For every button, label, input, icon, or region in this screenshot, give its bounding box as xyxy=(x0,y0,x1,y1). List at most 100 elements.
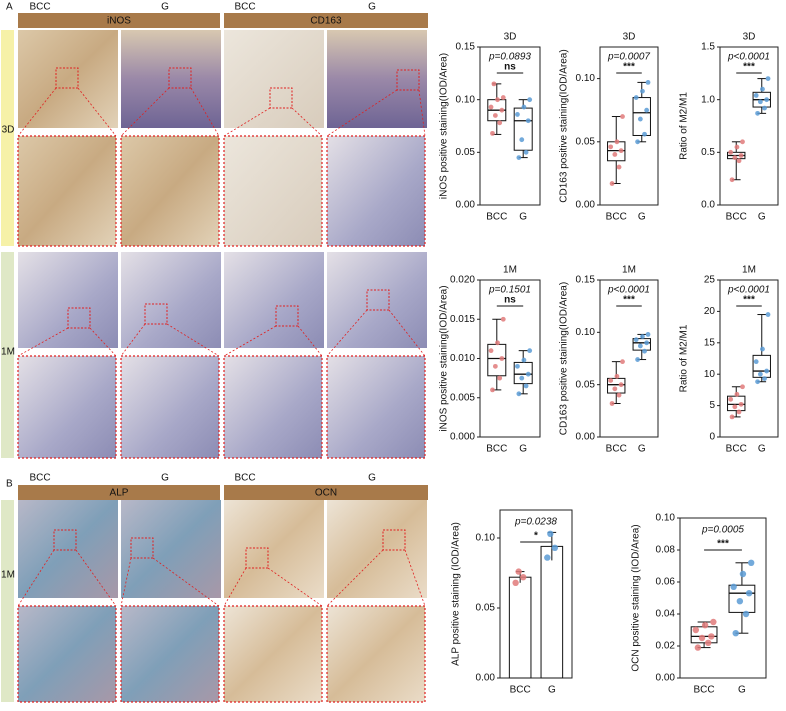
data-point xyxy=(745,590,753,597)
data-point xyxy=(620,359,625,365)
x-tick-label: G xyxy=(738,685,746,696)
data-point xyxy=(527,97,533,103)
zoom-region xyxy=(245,547,269,569)
data-point xyxy=(692,626,700,634)
data-point xyxy=(544,554,551,561)
data-point xyxy=(497,375,503,381)
data-point xyxy=(521,104,527,110)
data-point xyxy=(497,120,503,126)
y-tick-label: 0.05 xyxy=(576,379,596,390)
x-tick-label: G xyxy=(758,444,766,455)
data-point xyxy=(739,570,747,578)
y-tick-label: 1.0 xyxy=(701,94,715,105)
data-point xyxy=(732,404,738,410)
stain-label: OCN xyxy=(315,488,337,499)
data-point xyxy=(525,118,531,124)
data-point xyxy=(523,149,529,155)
zoom-region xyxy=(67,307,91,329)
histology-overview xyxy=(224,30,324,128)
y-tick-label: 0.05 xyxy=(576,136,596,147)
y-tick-label: 0.10 xyxy=(656,513,676,524)
y-axis-label: OCN positive staining (IOD/Area) xyxy=(631,524,642,671)
data-point xyxy=(637,343,643,349)
y-tick-label: 0.15 xyxy=(576,275,596,286)
zoom-connector xyxy=(152,557,220,607)
data-point xyxy=(515,112,520,117)
data-point xyxy=(740,139,745,145)
data-point xyxy=(495,340,500,346)
data-point xyxy=(757,99,763,105)
data-point xyxy=(500,316,506,322)
p-value: p=0.0005 xyxy=(701,525,744,536)
data-point xyxy=(523,383,529,389)
data-point xyxy=(521,357,527,363)
data-point xyxy=(551,544,559,551)
x-tick-label: G xyxy=(758,212,766,223)
p-value: p=0.0007 xyxy=(607,52,650,63)
y-tick-label: 0.00 xyxy=(656,673,676,684)
data-point xyxy=(736,598,744,605)
y-tick-label: 0.05 xyxy=(476,603,496,614)
y-tick-label: 0.005 xyxy=(450,392,475,403)
data-point xyxy=(764,97,770,103)
bar xyxy=(508,576,532,679)
zoom-region xyxy=(275,305,299,327)
data-point xyxy=(516,391,522,397)
data-point xyxy=(637,116,643,122)
y-axis-label: iNOS positive staining(IOD/Area) xyxy=(439,285,450,431)
y-tick-label: 0.15 xyxy=(456,42,476,53)
zoom-connector xyxy=(223,107,271,137)
column-header: G xyxy=(368,2,376,13)
y-axis-label: Ratio of M2/M1 xyxy=(679,92,690,160)
data-point xyxy=(701,622,709,629)
plot-frame xyxy=(719,46,779,206)
histology-zoom xyxy=(17,605,117,703)
y-tick-label: 5 xyxy=(709,400,715,411)
data-point xyxy=(742,610,750,618)
data-point xyxy=(645,79,651,85)
plot-frame xyxy=(679,517,767,679)
significance: *** xyxy=(717,539,729,550)
plot-frame xyxy=(479,46,541,206)
significance: *** xyxy=(743,62,755,73)
column-header: BCC xyxy=(234,473,255,484)
y-tick-label: 0.000 xyxy=(450,432,475,443)
y-axis-label: iNOS positive staining(IOD/Area) xyxy=(439,53,450,199)
data-point xyxy=(644,340,650,346)
y-tick-label: 0.00 xyxy=(576,200,596,211)
chart-title: 3D xyxy=(743,32,756,43)
data-point xyxy=(710,618,717,626)
data-point xyxy=(765,312,771,317)
zoom-connector xyxy=(404,549,426,607)
p-value: p<0.0001 xyxy=(607,285,650,296)
p-value: p=0.0893 xyxy=(488,52,531,63)
data-point xyxy=(762,105,767,111)
data-point xyxy=(608,144,614,150)
histology-zoom xyxy=(223,135,323,247)
zoom-connector xyxy=(190,87,220,137)
panel-label: B xyxy=(6,479,13,490)
histology-zoom xyxy=(326,605,426,703)
data-point xyxy=(635,357,640,362)
data-point xyxy=(765,76,771,81)
histology-overview xyxy=(224,500,324,598)
y-tick-label: 0.02 xyxy=(656,641,676,652)
data-point xyxy=(519,137,525,143)
data-point xyxy=(748,559,755,566)
data-point xyxy=(488,348,494,354)
significance: *** xyxy=(623,295,635,306)
x-tick-label: BCC xyxy=(510,685,531,696)
bar xyxy=(540,545,564,679)
data-point xyxy=(640,334,645,339)
x-tick-label: BCC xyxy=(726,444,747,455)
data-point xyxy=(764,368,770,374)
data-point xyxy=(499,107,505,113)
zoom-connector xyxy=(17,327,69,357)
data-point xyxy=(755,379,760,385)
x-tick-label: BCC xyxy=(486,212,507,223)
zoom-region xyxy=(55,67,79,89)
chart-title: 1M xyxy=(742,265,756,276)
x-tick-label: G xyxy=(519,444,527,455)
data-point xyxy=(609,181,615,186)
